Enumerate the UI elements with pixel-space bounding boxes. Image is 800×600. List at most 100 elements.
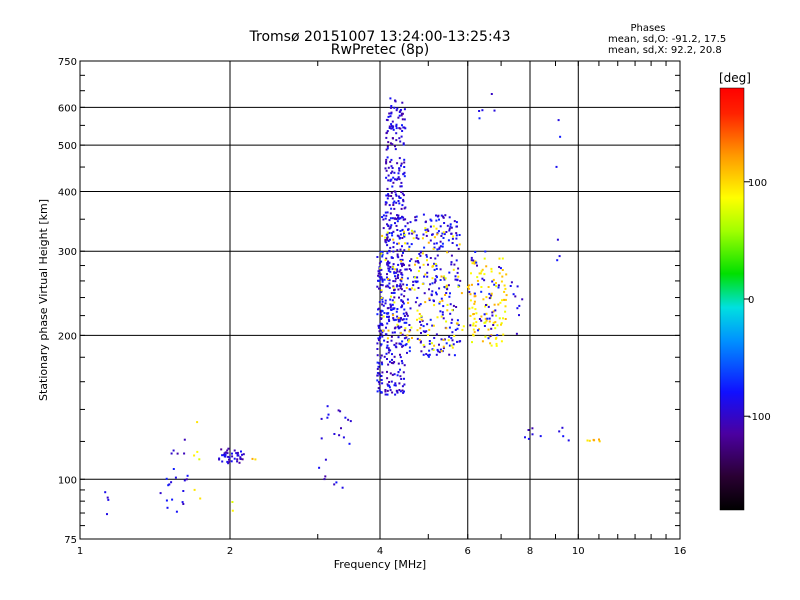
data-point [400, 185, 403, 188]
data-point [196, 450, 199, 453]
data-point [425, 255, 428, 258]
data-point [393, 296, 396, 299]
data-point [425, 330, 428, 333]
data-point [496, 324, 499, 327]
data-point [403, 235, 406, 238]
data-point [385, 194, 388, 197]
data-point [378, 326, 381, 329]
data-point [495, 344, 498, 347]
data-point [403, 158, 406, 161]
data-point [447, 339, 450, 342]
data-point [435, 333, 438, 336]
data-point [397, 325, 400, 328]
data-point [386, 223, 388, 226]
data-point [420, 315, 423, 318]
data-point [390, 304, 393, 307]
data-point [198, 458, 201, 461]
data-point [399, 233, 402, 236]
data-point [446, 287, 449, 290]
data-point [485, 319, 488, 322]
data-point [392, 285, 395, 288]
data-point [386, 389, 389, 392]
data-point [416, 276, 419, 279]
data-point [527, 429, 530, 431]
data-point [402, 251, 404, 254]
data-point [416, 260, 419, 262]
data-point [399, 279, 402, 282]
data-point [230, 460, 233, 463]
data-point [380, 354, 383, 357]
data-point [468, 291, 471, 293]
data-point [450, 261, 453, 264]
data-point [472, 333, 474, 336]
data-point [327, 413, 330, 416]
data-point [401, 318, 404, 321]
data-point [385, 176, 388, 179]
x-tick-label: 6 [465, 546, 471, 557]
data-point [431, 277, 434, 280]
data-point [417, 287, 420, 289]
data-point [403, 166, 406, 168]
data-point [391, 170, 394, 173]
data-point [500, 323, 502, 326]
data-point [396, 315, 399, 318]
data-point [416, 257, 419, 260]
data-point [396, 255, 399, 258]
data-point [435, 293, 438, 296]
data-point [422, 213, 425, 216]
data-point [499, 267, 502, 270]
data-point [418, 317, 421, 320]
data-point [388, 286, 391, 289]
data-point [402, 371, 405, 374]
y-tick-label: 200 [58, 331, 77, 342]
data-point [387, 260, 389, 263]
data-point [396, 268, 398, 271]
data-point [425, 254, 428, 256]
data-point [428, 353, 431, 356]
data-point [408, 245, 411, 248]
data-point [392, 362, 395, 365]
data-point [183, 452, 186, 455]
data-point [444, 214, 447, 217]
data-point [400, 378, 403, 380]
data-point [391, 143, 394, 146]
data-point [488, 317, 491, 320]
data-point [472, 313, 475, 315]
data-point [399, 283, 402, 286]
data-point [386, 244, 389, 247]
data-point [426, 271, 429, 274]
data-point [420, 332, 422, 334]
x-axis-ticks: 1 2 4 6 8 10 16 [77, 61, 686, 557]
data-point [453, 220, 456, 223]
data-point [397, 263, 400, 266]
data-point [380, 283, 383, 286]
data-point [403, 126, 406, 129]
data-point [401, 124, 403, 127]
data-point [401, 389, 404, 392]
data-point [472, 259, 475, 262]
data-point [424, 273, 427, 276]
data-point [459, 340, 462, 343]
data-point [489, 294, 492, 297]
data-point [478, 117, 481, 120]
data-point [405, 321, 408, 324]
data-point [386, 233, 389, 236]
data-point [396, 374, 399, 377]
data-point [392, 176, 395, 179]
data-point [416, 337, 419, 340]
data-point [393, 355, 396, 358]
data-point [446, 309, 449, 312]
data-point [387, 384, 390, 387]
data-point [499, 301, 502, 304]
data-point [398, 169, 401, 172]
data-point [483, 273, 486, 276]
data-point [389, 389, 392, 392]
data-point [395, 127, 398, 130]
data-point [378, 301, 381, 303]
data-point [515, 332, 518, 335]
data-point [398, 114, 401, 117]
data-point [104, 491, 107, 494]
data-point [382, 304, 385, 307]
data-point [497, 284, 500, 287]
data-point [448, 216, 451, 219]
